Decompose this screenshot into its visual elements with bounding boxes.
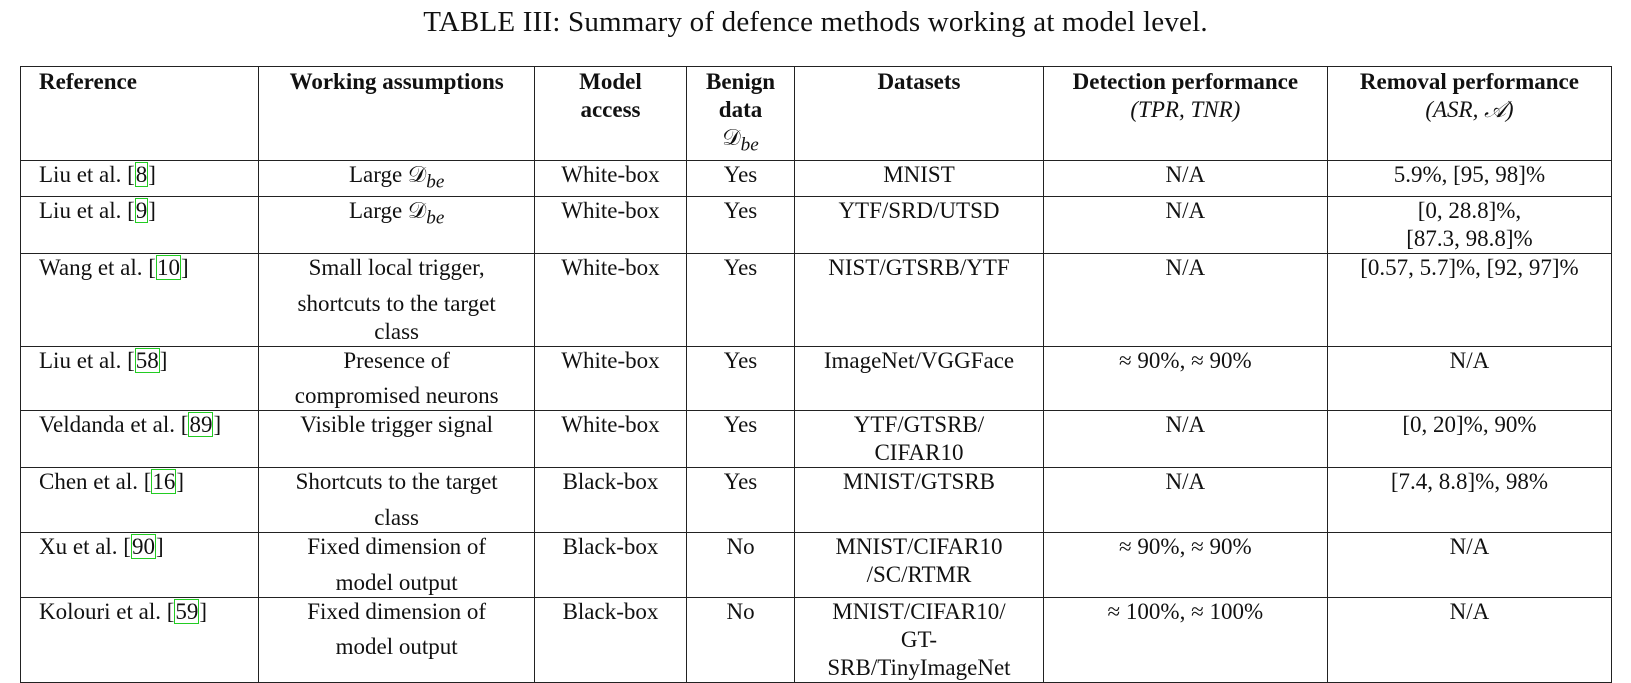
cell-benign-data: No (685, 596, 796, 683)
citation-link[interactable]: 59 (174, 598, 200, 624)
cell-reference: Liu et al. [8] (19, 159, 260, 198)
cell-working-assumptions: Presence of compromised neurons (258, 345, 536, 412)
header-model-access: Model access (534, 66, 687, 161)
cell-removal-performance: N/A (1326, 531, 1613, 598)
cell-model-access: White-box (534, 345, 687, 412)
cell-benign-data: Yes (685, 467, 796, 533)
table-row: Kolouri et al. [59] Fixed dimension of m… (19, 596, 1613, 683)
cell-working-assumptions: Large 𝒟be (258, 159, 536, 198)
cell-benign-data: Yes (685, 345, 796, 412)
cell-working-assumptions: Shortcuts to the target class (258, 467, 536, 533)
cell-detection-performance: ≈ 90%, ≈ 90% (1042, 531, 1328, 598)
table-row: Xu et al. [90] Fixed dimension of model … (19, 531, 1613, 598)
cell-datasets: MNIST/CIFAR10 /SC/RTMR (794, 531, 1044, 598)
cell-working-assumptions: Large 𝒟be (258, 196, 536, 255)
table-row: Wang et al. [10] Small local trigger, sh… (19, 253, 1613, 347)
citation-link[interactable]: 9 (134, 198, 149, 224)
cell-datasets: NIST/GTSRB/YTF (794, 253, 1044, 347)
cell-removal-performance: N/A (1326, 345, 1613, 412)
cell-reference: Chen et al. [16] (19, 467, 260, 533)
cell-detection-performance: ≈ 100%, ≈ 100% (1042, 596, 1328, 683)
cell-reference: Xu et al. [90] (19, 531, 260, 598)
cell-model-access: White-box (534, 196, 687, 255)
header-removal-performance: Removal performance (ASR, 𝒜) (1326, 66, 1613, 161)
cell-model-access: Black-box (534, 467, 687, 533)
cell-datasets: ImageNet/VGGFace (794, 345, 1044, 412)
cell-working-assumptions: Fixed dimension of model output (258, 596, 536, 683)
citation-link[interactable]: 90 (130, 533, 156, 559)
cell-removal-performance: 5.9%, [95, 98]% (1326, 159, 1613, 198)
cell-detection-performance: N/A (1042, 253, 1328, 347)
cell-detection-performance: N/A (1042, 159, 1328, 198)
cell-benign-data: Yes (685, 196, 796, 255)
cell-benign-data: Yes (685, 410, 796, 469)
citation-link[interactable]: 16 (151, 469, 177, 495)
cell-reference: Liu et al. [9] (19, 196, 260, 255)
cell-detection-performance: N/A (1042, 410, 1328, 469)
cell-model-access: Black-box (534, 596, 687, 683)
cell-removal-performance: [0.57, 5.7]%, [92, 97]% (1326, 253, 1613, 347)
cell-model-access: White-box (534, 410, 687, 469)
table-caption: TABLE III: Summary of defence methods wo… (423, 6, 1208, 38)
defence-methods-table: Reference Working assumptions Model acce… (19, 66, 1613, 683)
header-working-assumptions: Working assumptions (258, 66, 536, 161)
citation-link[interactable]: 10 (155, 255, 181, 281)
cell-reference: Wang et al. [10] (19, 253, 260, 347)
cell-detection-performance: N/A (1042, 196, 1328, 255)
cell-datasets: MNIST (794, 159, 1044, 198)
cell-working-assumptions: Fixed dimension of model output (258, 531, 536, 598)
citation-link[interactable]: 58 (134, 347, 160, 373)
cell-model-access: White-box (534, 159, 687, 198)
table-row: Chen et al. [16] Shortcuts to the target… (19, 467, 1613, 533)
cell-benign-data: Yes (685, 159, 796, 198)
cell-working-assumptions: Visible trigger signal (258, 410, 536, 469)
cell-removal-performance: N/A (1326, 596, 1613, 683)
cell-model-access: White-box (534, 253, 687, 347)
cell-datasets: MNIST/GTSRB (794, 467, 1044, 533)
cell-model-access: Black-box (534, 531, 687, 598)
cell-datasets: YTF/SRD/UTSD (794, 196, 1044, 255)
cell-removal-performance: [0, 28.8]%, [87.3, 98.8]% (1326, 196, 1613, 255)
cell-reference: Veldanda et al. [89] (19, 410, 260, 469)
table-row: Veldanda et al. [89] Visible trigger sig… (19, 410, 1613, 469)
citation-link[interactable]: 8 (134, 161, 149, 187)
cell-removal-performance: [0, 20]%, 90% (1326, 410, 1613, 469)
cell-working-assumptions: Small local trigger, shortcuts to the ta… (258, 253, 536, 347)
cell-reference: Kolouri et al. [59] (19, 596, 260, 683)
cell-removal-performance: [7.4, 8.8]%, 98% (1326, 467, 1613, 533)
cell-benign-data: Yes (685, 253, 796, 347)
cell-benign-data: No (685, 531, 796, 598)
header-datasets: Datasets (794, 66, 1044, 161)
citation-link[interactable]: 89 (188, 412, 214, 438)
cell-detection-performance: ≈ 90%, ≈ 90% (1042, 345, 1328, 412)
header-detection-performance: Detection performance (TPR, TNR) (1042, 66, 1328, 161)
cell-datasets: MNIST/CIFAR10/ GT- SRB/TinyImageNet (794, 596, 1044, 683)
table-row: Liu et al. [9] Large 𝒟be White-box Yes Y… (19, 196, 1613, 255)
table-row: Liu et al. [8] Large 𝒟be White-box Yes M… (19, 159, 1613, 198)
header-benign-data: Benign data 𝒟be (685, 66, 796, 161)
cell-detection-performance: N/A (1042, 467, 1328, 533)
cell-reference: Liu et al. [58] (19, 345, 260, 412)
header-reference: Reference (19, 66, 260, 161)
header-row: Reference Working assumptions Model acce… (19, 66, 1613, 161)
table-row: Liu et al. [58] Presence of compromised … (19, 345, 1613, 412)
cell-datasets: YTF/GTSRB/ CIFAR10 (794, 410, 1044, 469)
